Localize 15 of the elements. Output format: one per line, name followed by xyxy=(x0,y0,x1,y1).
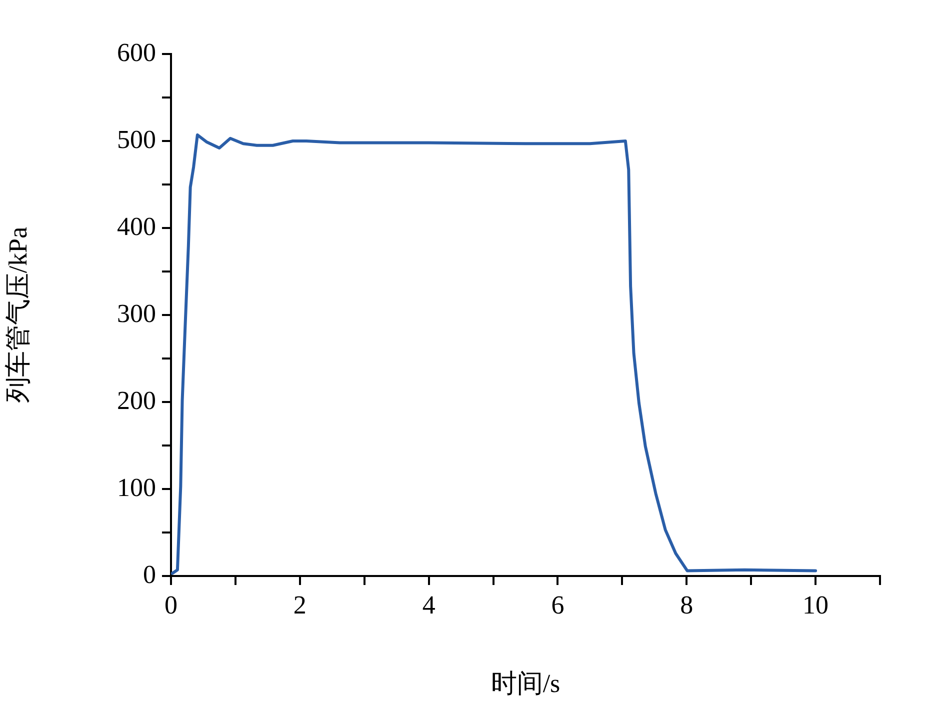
y-tick-label: 600 xyxy=(117,38,156,67)
x-tick-label: 6 xyxy=(551,590,564,620)
y-tick-label: 400 xyxy=(117,212,156,241)
y-tick-label: 0 xyxy=(143,560,156,589)
y-tick-label: 300 xyxy=(117,298,156,328)
x-tick-label: 0 xyxy=(164,590,178,620)
x-tick-label: 2 xyxy=(293,590,306,620)
x-tick-label: 8 xyxy=(680,590,694,620)
x-tick-label: 4 xyxy=(422,590,436,620)
y-tick-label: 100 xyxy=(117,472,156,502)
x-tick-label: 10 xyxy=(802,590,829,620)
x-axis-title: 时间/s xyxy=(490,669,560,698)
y-tick-label: 200 xyxy=(117,386,156,415)
y-tick-label: 500 xyxy=(117,124,156,154)
y-axis-title: 列车管气压/kPa xyxy=(3,226,32,404)
